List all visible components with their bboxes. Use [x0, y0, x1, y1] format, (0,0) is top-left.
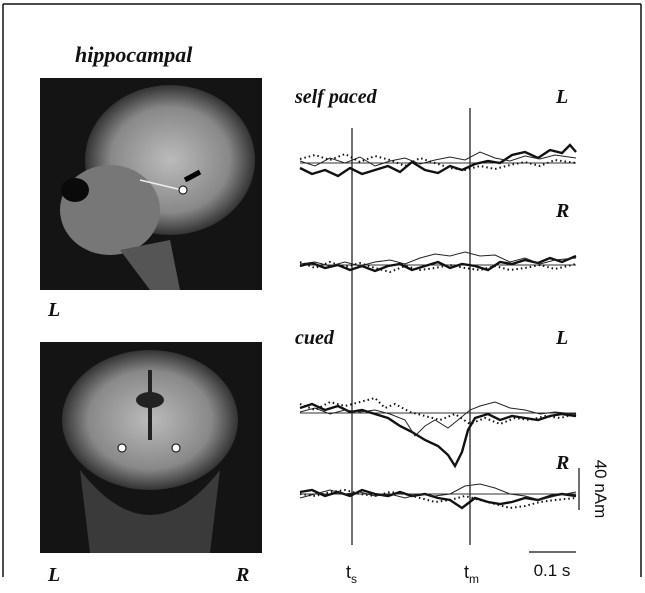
hemisphere-label: R [555, 200, 569, 222]
baselines [300, 163, 576, 494]
panel-label: cued [295, 327, 335, 349]
hemisphere-label: L [555, 86, 568, 108]
time-marker-label: tm [464, 562, 479, 586]
figure: hippocampal L L R self paced L R cued L … [0, 0, 645, 593]
orientation-label: L [47, 564, 60, 586]
orientation-label: R [235, 564, 249, 586]
mri-coronal [40, 342, 262, 553]
mri-sagittal [40, 78, 262, 290]
time-marker-subscript: m [469, 572, 479, 586]
figure-title: hippocampal [75, 42, 193, 67]
time-scale-label: 0.1 s [534, 561, 571, 580]
amplitude-scale-label: 40 nAm [591, 460, 610, 519]
orientation-label: L [47, 299, 60, 321]
time-marker-subscript: s [351, 572, 357, 586]
time-marker-lines [352, 108, 470, 545]
hemisphere-label: L [555, 327, 568, 349]
time-marker-label: ts [346, 562, 357, 586]
traces [300, 145, 576, 508]
panel-label: self paced [294, 86, 378, 108]
hemisphere-label: R [555, 452, 569, 474]
